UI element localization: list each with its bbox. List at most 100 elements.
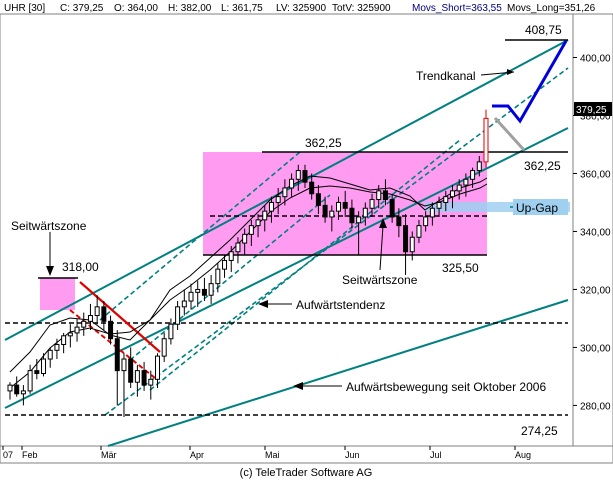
candle-body bbox=[67, 332, 73, 337]
candle-body bbox=[188, 291, 194, 302]
label-seitwaertszone-2: Seitwärtszone bbox=[342, 273, 418, 287]
x-tick-label: Jul bbox=[430, 450, 442, 460]
candle-body bbox=[228, 251, 234, 261]
candle-body bbox=[423, 216, 429, 227]
candle-body bbox=[396, 216, 402, 227]
x-axis-area bbox=[0, 445, 613, 464]
x-tick-label: Mär bbox=[101, 450, 117, 460]
candle-body bbox=[436, 201, 442, 209]
y-tick-label: 280,00 bbox=[580, 401, 611, 412]
candle-body bbox=[309, 181, 315, 195]
header-ma-long: Movs_Long=351,26 bbox=[507, 3, 596, 14]
candle-body bbox=[322, 204, 328, 218]
candle-body bbox=[128, 358, 134, 383]
header-open: O: 364,00 bbox=[114, 3, 158, 14]
candle-body bbox=[443, 196, 449, 203]
candle-body bbox=[208, 283, 214, 296]
candle-body bbox=[41, 358, 47, 375]
projection-path bbox=[492, 40, 568, 124]
label-up-gap: Up-Gap bbox=[516, 201, 558, 215]
red-channel-upper bbox=[79, 281, 161, 353]
candle-body bbox=[201, 288, 207, 296]
candle-body bbox=[369, 199, 375, 209]
candle-body bbox=[342, 201, 348, 209]
header-total-volume: TotV: 325900 bbox=[332, 3, 391, 14]
candle-body bbox=[382, 190, 388, 201]
level-label-274: 274,25 bbox=[521, 424, 558, 438]
y-tick-label: 300,00 bbox=[580, 343, 611, 354]
candle-body bbox=[456, 184, 462, 192]
candle-body bbox=[336, 201, 342, 212]
candle-body bbox=[356, 216, 362, 224]
x-tick-label: Feb bbox=[22, 450, 38, 460]
candle-body bbox=[329, 210, 335, 218]
candle-body bbox=[215, 268, 221, 285]
y-tick-label: 380,00 bbox=[580, 111, 611, 122]
header-low: L: 361,75 bbox=[221, 3, 263, 14]
candle-body bbox=[449, 190, 455, 198]
aufwaertstendenz-arrowhead bbox=[258, 300, 268, 308]
level-label-318: 318,00 bbox=[62, 260, 99, 274]
candle-body bbox=[289, 178, 295, 189]
y-tick-label: 400,00 bbox=[580, 53, 611, 64]
footer-copyright: (c) TeleTrader Software AG bbox=[240, 467, 373, 479]
candle-body bbox=[268, 201, 274, 212]
seitwaertszone-fill-small bbox=[40, 278, 75, 310]
seitwaertszone-arrowhead-2 bbox=[379, 218, 387, 228]
candle-body bbox=[275, 196, 281, 203]
header-last-volume: LV: 325900 bbox=[276, 3, 326, 14]
candle-body bbox=[161, 338, 167, 357]
candle-body bbox=[295, 170, 301, 180]
candle-body bbox=[168, 323, 174, 340]
candle-body bbox=[54, 344, 60, 351]
candle-body bbox=[376, 190, 382, 201]
candle-body bbox=[476, 161, 482, 172]
candle-body bbox=[409, 236, 415, 253]
candle-body bbox=[315, 193, 321, 206]
seitwaertszone-arrowhead-1 bbox=[46, 266, 54, 276]
candle-body bbox=[121, 358, 127, 372]
label-trendkanal: Trendkanal bbox=[416, 69, 476, 83]
candle-body bbox=[87, 315, 93, 322]
candle-body bbox=[134, 370, 140, 383]
candle-body bbox=[81, 320, 87, 328]
dashed-channel-bottom bbox=[129, 194, 331, 361]
candle-body bbox=[255, 219, 261, 227]
candle-body bbox=[349, 207, 355, 224]
candle-body bbox=[248, 225, 254, 235]
candle-body bbox=[362, 207, 368, 218]
candle-body bbox=[141, 370, 147, 386]
candle-body bbox=[403, 225, 409, 253]
candle-body bbox=[108, 320, 114, 340]
x-tick-label: 07 bbox=[3, 450, 13, 460]
candle-body bbox=[195, 288, 201, 293]
candle-body bbox=[154, 355, 160, 380]
label-aufwaertstendenz: Aufwärtstendenz bbox=[296, 298, 385, 312]
aufwaertsbewegung-arrowhead bbox=[293, 382, 303, 390]
candle-body bbox=[47, 349, 53, 360]
candle-body bbox=[74, 326, 80, 334]
y-tick-label: 320,00 bbox=[580, 285, 611, 296]
dashed-channel-lower bbox=[149, 139, 461, 391]
level-label-325: 325,50 bbox=[442, 261, 479, 275]
candlestick-series bbox=[7, 109, 489, 418]
level-label-362-top: 362,25 bbox=[305, 136, 342, 150]
ma-short-line bbox=[9, 175, 488, 373]
x-tick-label: Jun bbox=[345, 450, 360, 460]
candle-body bbox=[470, 170, 476, 180]
candle-body bbox=[61, 335, 67, 346]
up-gap-band bbox=[425, 202, 570, 212]
trendkanal-arrowhead bbox=[507, 69, 514, 75]
label-aufwaertsbewegung: Aufwärtsbewegung seit Oktober 2006 bbox=[346, 380, 546, 394]
candle-body bbox=[222, 259, 228, 270]
x-tick-label: Apr bbox=[190, 450, 204, 460]
trendkanal-mid bbox=[104, 67, 569, 416]
candle-body bbox=[114, 338, 120, 372]
candle-body bbox=[302, 170, 308, 183]
x-axis-ticks: 07 Feb Mär Apr Mai Jun Jul Aug bbox=[2, 446, 531, 460]
candle-body bbox=[483, 117, 489, 163]
x-tick-label: Aug bbox=[515, 450, 531, 460]
y-axis-area bbox=[572, 13, 613, 447]
